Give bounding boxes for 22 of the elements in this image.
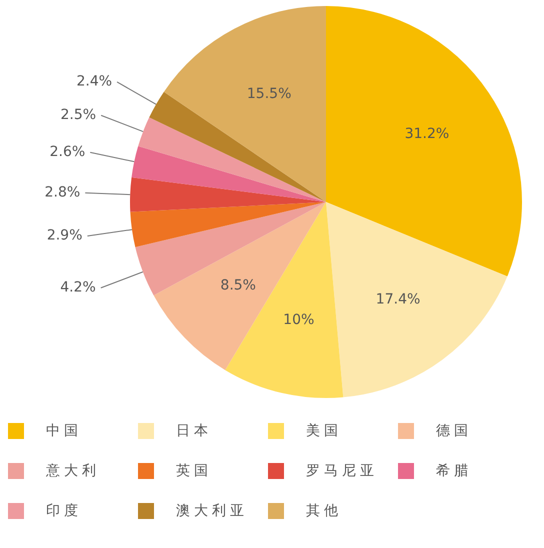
data-label: 2.5% [60, 107, 96, 124]
data-label: 2.9% [46, 228, 82, 244]
data-label: 2.8% [44, 184, 80, 201]
legend-label: 印度 [46, 502, 82, 520]
legend-label: 罗马尼亚 [306, 462, 378, 480]
data-label: 31.2% [404, 126, 450, 142]
data-label: 4.2% [60, 280, 96, 296]
legend-label: 中国 [46, 422, 82, 440]
legend-label: 日本 [176, 422, 212, 440]
data-label: 17.4% [376, 292, 420, 308]
data-label: 2.4% [76, 74, 112, 90]
data-label: 2.6% [50, 144, 86, 160]
legend-label: 美国 [306, 422, 342, 440]
data-label: 8.5% [220, 278, 256, 294]
legend-label: 英国 [176, 462, 212, 480]
data-label: 15.5% [246, 86, 292, 102]
data-label: 10% [283, 312, 314, 328]
legend-label: 希腊 [436, 462, 472, 480]
legend-label: 德国 [436, 422, 472, 440]
legend-label: 其他 [306, 502, 342, 520]
legend-label: 意大利 [46, 462, 100, 480]
legend-label: 澳大利亚 [176, 502, 248, 520]
